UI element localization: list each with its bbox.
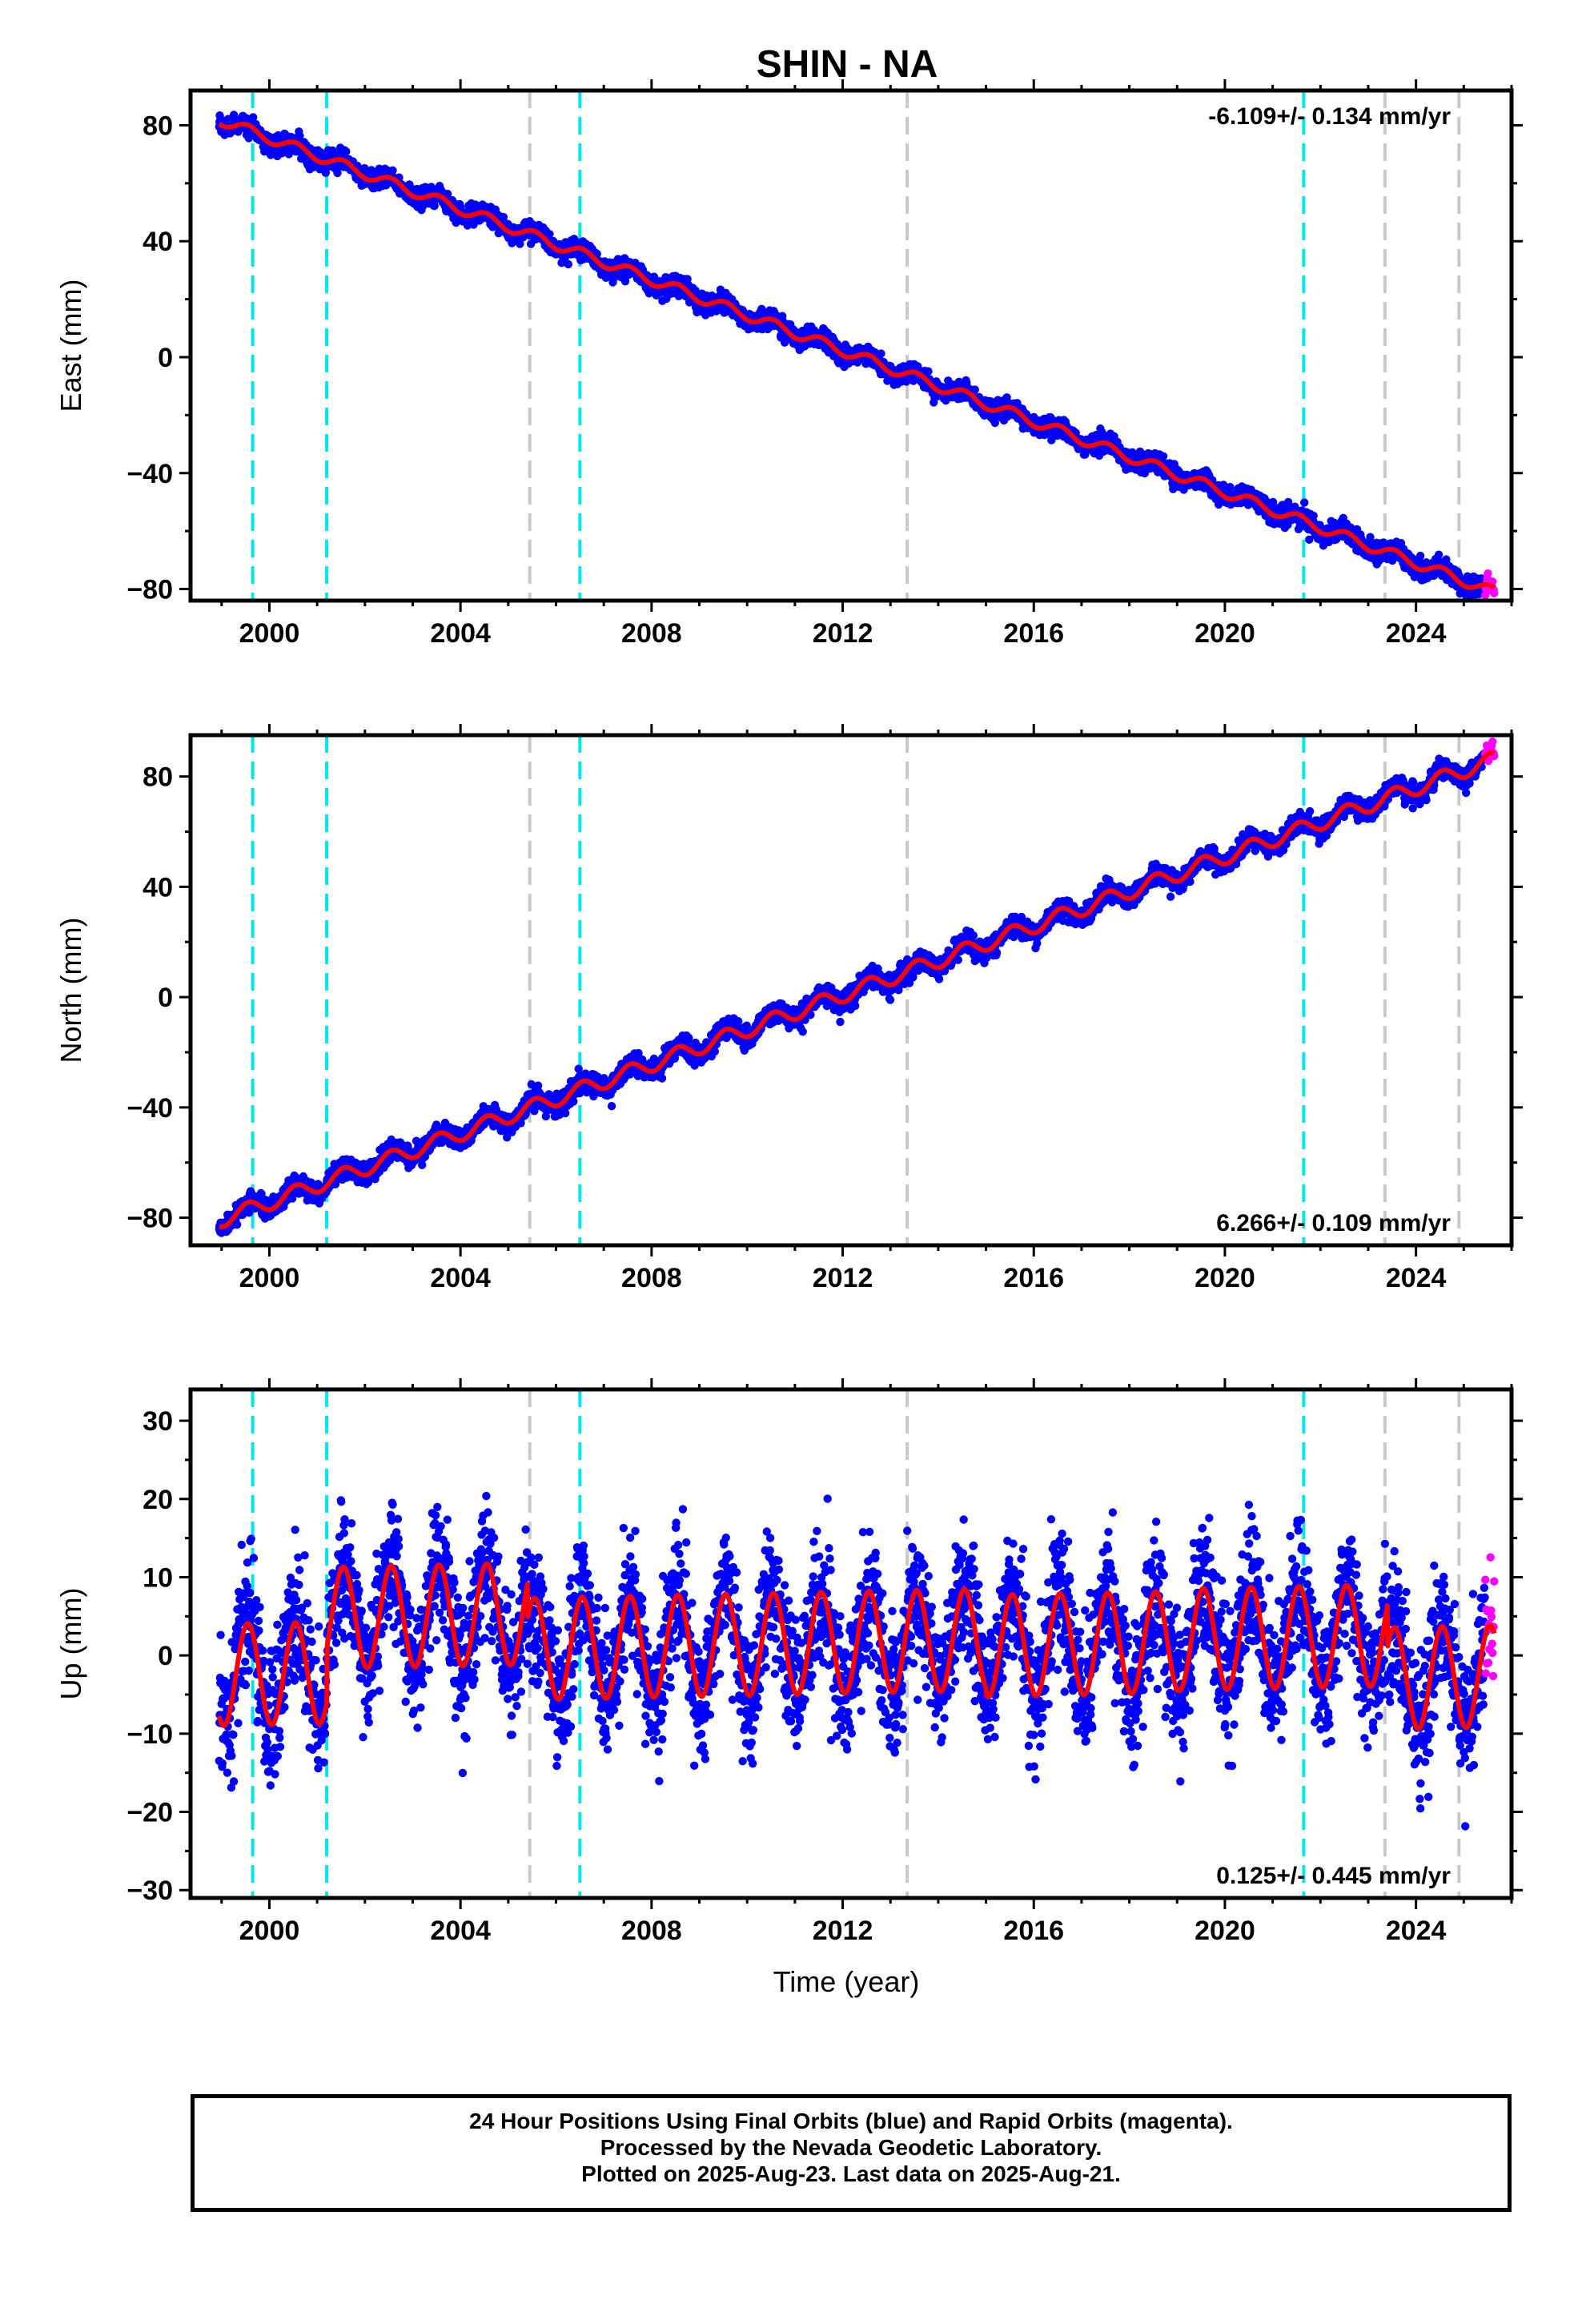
y-tick-label: 80 [143, 111, 173, 141]
x-tick-label: 2004 [430, 618, 491, 649]
rate-label: -6.109+/- 0.134 mm/yr [1208, 103, 1451, 130]
plot-area [215, 90, 1499, 601]
x-tick-label: 2024 [1386, 618, 1447, 649]
data-point [545, 230, 554, 239]
data-point [388, 166, 397, 175]
x-tick-label: 2020 [1195, 618, 1255, 649]
data-point [249, 113, 258, 122]
data-point [232, 1220, 242, 1229]
rapid-data-point [1484, 569, 1492, 578]
plot-area [215, 735, 1499, 1245]
data-point [877, 349, 885, 358]
x-tick-label: 2012 [813, 618, 873, 649]
data-point [295, 131, 304, 140]
data-point [444, 190, 452, 199]
y-tick-label: 40 [143, 227, 173, 257]
chart-title: SHIN - NA [757, 43, 938, 86]
data-point [516, 239, 524, 248]
y-axis-label: East (mm) [54, 279, 87, 412]
x-tick-label: 2008 [621, 618, 682, 649]
data-point [499, 212, 508, 222]
data-point [564, 259, 572, 269]
x-tick-label: 2000 [239, 618, 300, 649]
x-tick-label: 2016 [1003, 618, 1064, 649]
data-point [1300, 498, 1309, 507]
data-point [321, 168, 330, 177]
data-point [430, 201, 439, 211]
data-point [342, 147, 351, 156]
y-tick-label: −40 [126, 459, 173, 489]
data-point [333, 168, 342, 178]
data-point [1366, 533, 1375, 541]
rapid-data-point [1490, 589, 1499, 597]
data-point [1415, 551, 1425, 561]
y-tick-label: 0 [158, 343, 173, 373]
data-point [1158, 452, 1168, 460]
north-panel: 2000 2004 2008 2012 2016 2020 202480400−40−80N… [54, 724, 1523, 1293]
data-point [924, 367, 933, 376]
east-panel: 2000 2004 2008 2012 2016 2020 2024 80 40 0 −40 −80 E… [54, 79, 1523, 649]
y-tick-label: −80 [126, 575, 173, 605]
